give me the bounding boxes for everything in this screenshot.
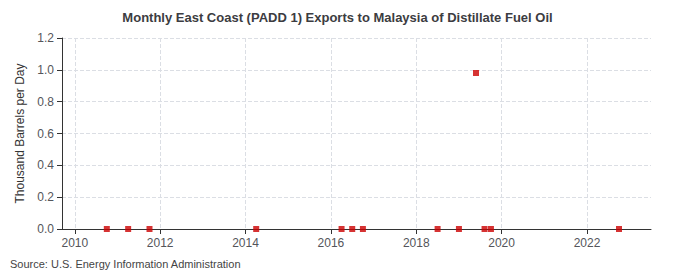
svg-text:0.0: 0.0	[37, 222, 54, 236]
svg-text:0.8: 0.8	[37, 95, 54, 109]
svg-text:Monthly East Coast (PADD 1) Ex: Monthly East Coast (PADD 1) Exports to M…	[122, 10, 552, 25]
svg-text:Source: U.S. Energy Informatio: Source: U.S. Energy Information Administ…	[10, 258, 241, 270]
svg-text:2020: 2020	[488, 236, 515, 250]
svg-text:0.4: 0.4	[37, 158, 54, 172]
svg-text:2018: 2018	[403, 236, 430, 250]
svg-text:2014: 2014	[232, 236, 259, 250]
svg-text:2022: 2022	[574, 236, 601, 250]
svg-text:1.2: 1.2	[37, 31, 54, 45]
svg-text:2012: 2012	[147, 236, 174, 250]
svg-text:2010: 2010	[61, 236, 88, 250]
svg-text:2016: 2016	[318, 236, 345, 250]
svg-text:1.0: 1.0	[37, 63, 54, 77]
svg-text:Thousand Barrels per Day: Thousand Barrels per Day	[13, 63, 27, 203]
svg-text:0.2: 0.2	[37, 190, 54, 204]
svg-text:0.6: 0.6	[37, 127, 54, 141]
